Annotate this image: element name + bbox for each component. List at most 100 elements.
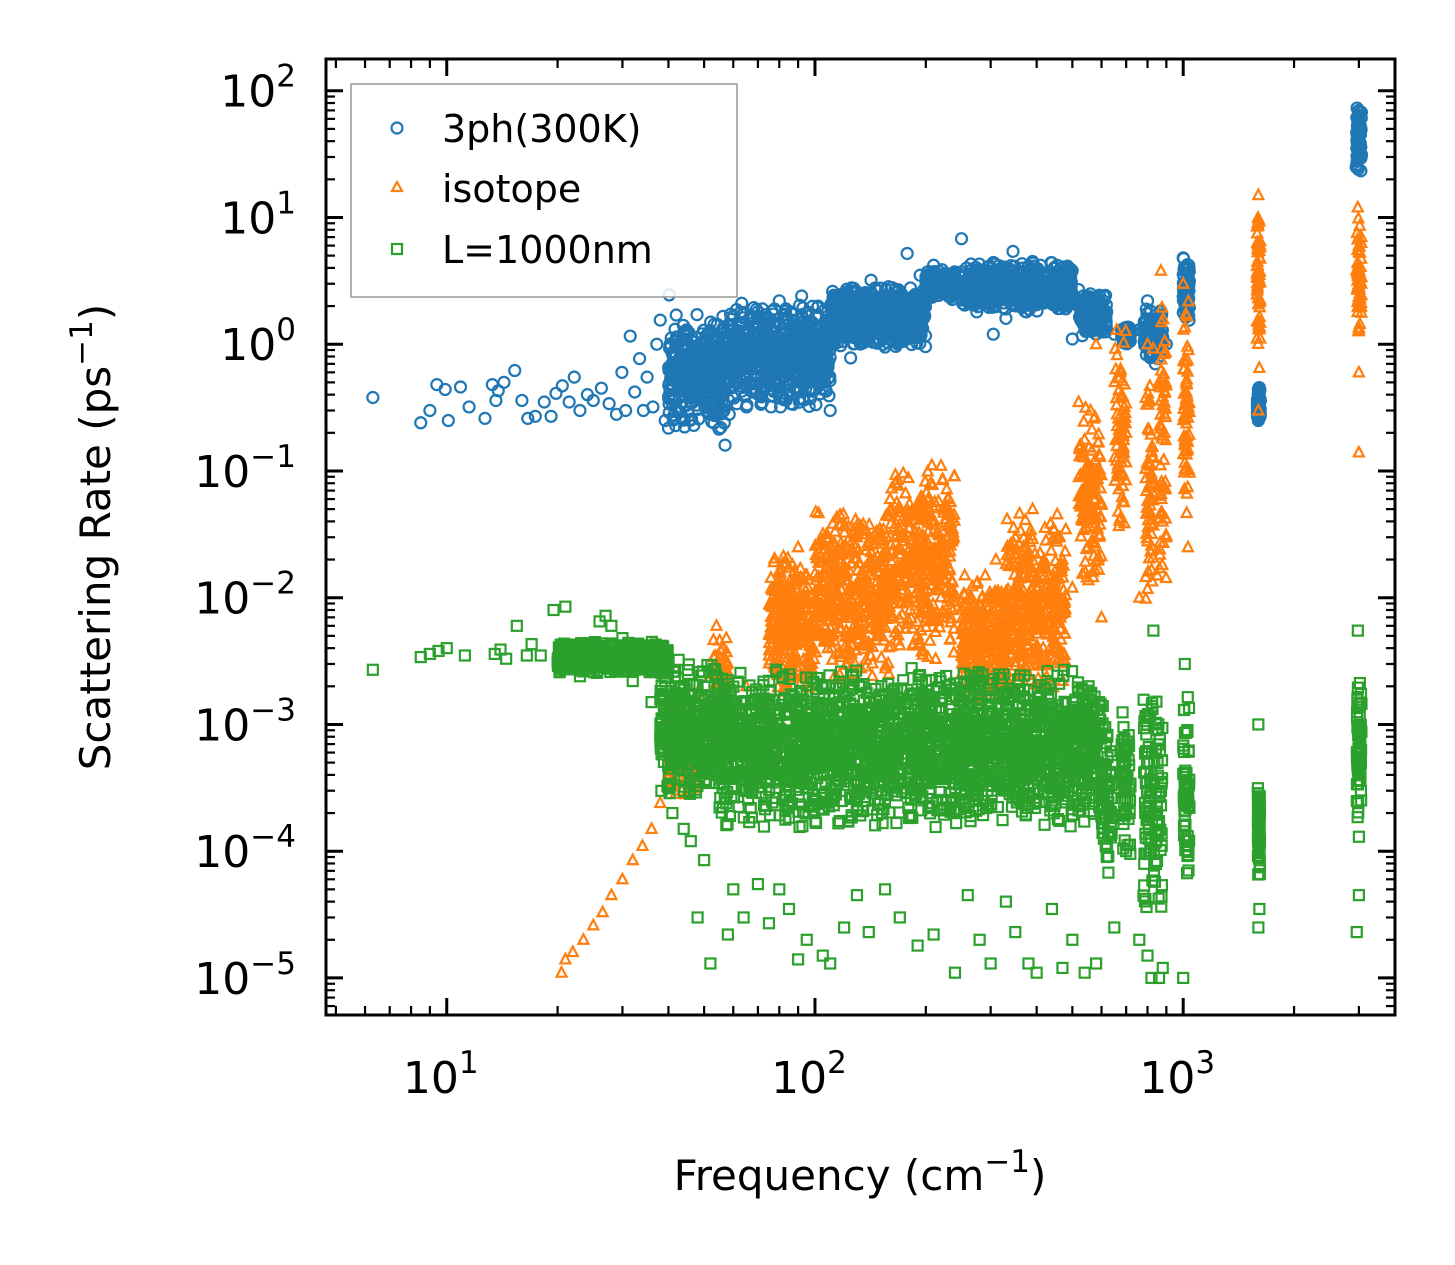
data-point — [696, 323, 711, 337]
data-point — [423, 403, 437, 418]
data-point — [928, 651, 943, 664]
data-point — [692, 412, 706, 426]
data-marks — [366, 101, 1369, 985]
series-circle-0 — [366, 101, 1369, 452]
data-point — [1039, 532, 1053, 546]
data-point — [653, 313, 667, 327]
data-point — [760, 350, 774, 364]
data-point — [515, 393, 529, 408]
data-point — [623, 329, 637, 343]
data-point — [537, 395, 551, 409]
data-point — [555, 379, 569, 393]
data-point — [1000, 511, 1014, 525]
data-point — [573, 403, 587, 418]
data-point — [414, 416, 428, 430]
data-point — [1050, 506, 1065, 520]
data-point — [661, 421, 676, 435]
data-point — [943, 631, 958, 645]
data-point — [366, 390, 380, 405]
data-point — [751, 335, 766, 350]
data-point — [896, 465, 911, 479]
data-point — [924, 457, 939, 471]
data-point — [739, 400, 754, 414]
data-point — [811, 341, 825, 355]
data-point — [802, 399, 816, 413]
data-point — [803, 321, 817, 335]
data-point — [633, 352, 647, 366]
data-point — [650, 337, 664, 351]
data-point — [594, 381, 608, 395]
data-point — [763, 371, 778, 385]
data-point — [694, 357, 708, 371]
data-point — [954, 232, 969, 246]
data-point — [690, 398, 704, 412]
data-point — [784, 397, 798, 411]
data-point — [681, 405, 695, 419]
data-point — [1018, 512, 1033, 526]
data-point — [706, 632, 721, 646]
data-point — [803, 392, 818, 406]
data-point — [676, 318, 690, 332]
data-point — [731, 327, 745, 342]
data-point — [734, 373, 748, 387]
data-point — [822, 389, 836, 403]
data-point — [462, 400, 476, 414]
series-triangle-1 — [554, 187, 1369, 978]
data-point — [718, 438, 732, 452]
data-point — [562, 395, 576, 409]
data-point — [521, 411, 535, 425]
data-point — [725, 390, 739, 404]
data-point — [453, 380, 468, 394]
data-point — [704, 315, 718, 329]
data-point — [708, 380, 722, 394]
data-point — [810, 334, 824, 348]
data-point — [719, 630, 734, 644]
data-point — [786, 336, 800, 350]
data-point — [918, 473, 933, 487]
data-point — [796, 369, 810, 383]
data-point — [683, 413, 698, 427]
data-point — [1012, 505, 1027, 519]
data-point — [615, 365, 629, 379]
data-point — [774, 337, 788, 351]
data-point — [662, 389, 676, 403]
data-point — [669, 419, 683, 433]
data-point — [747, 318, 761, 333]
data-point — [567, 370, 581, 384]
data-point — [802, 383, 816, 397]
data-point — [628, 385, 642, 399]
data-point — [666, 378, 680, 393]
data-point — [900, 246, 914, 261]
data-point — [1058, 521, 1073, 535]
data-point — [544, 409, 558, 423]
data-point — [726, 334, 741, 348]
data-point — [737, 358, 752, 372]
data-point — [1065, 332, 1079, 346]
data-point — [751, 352, 765, 367]
data-point — [441, 413, 455, 428]
data-point — [712, 422, 726, 436]
data-point — [722, 381, 736, 396]
data-point — [760, 344, 774, 358]
data-point — [478, 411, 492, 425]
data-point — [986, 327, 1000, 341]
data-point — [508, 363, 522, 378]
data-point — [669, 308, 683, 322]
data-point — [823, 403, 837, 418]
data-point — [528, 409, 542, 423]
data-point — [947, 468, 962, 482]
data-point — [844, 351, 858, 365]
data-point — [497, 375, 511, 389]
data-point — [640, 370, 654, 384]
data-point — [602, 397, 616, 411]
data-point — [771, 384, 785, 399]
data-point — [668, 404, 682, 418]
data-point — [729, 336, 743, 350]
data-point — [690, 307, 704, 322]
data-point — [674, 334, 688, 348]
data-point — [903, 281, 918, 295]
data-point — [678, 380, 692, 394]
data-point — [1006, 244, 1020, 258]
data-point — [802, 342, 816, 356]
